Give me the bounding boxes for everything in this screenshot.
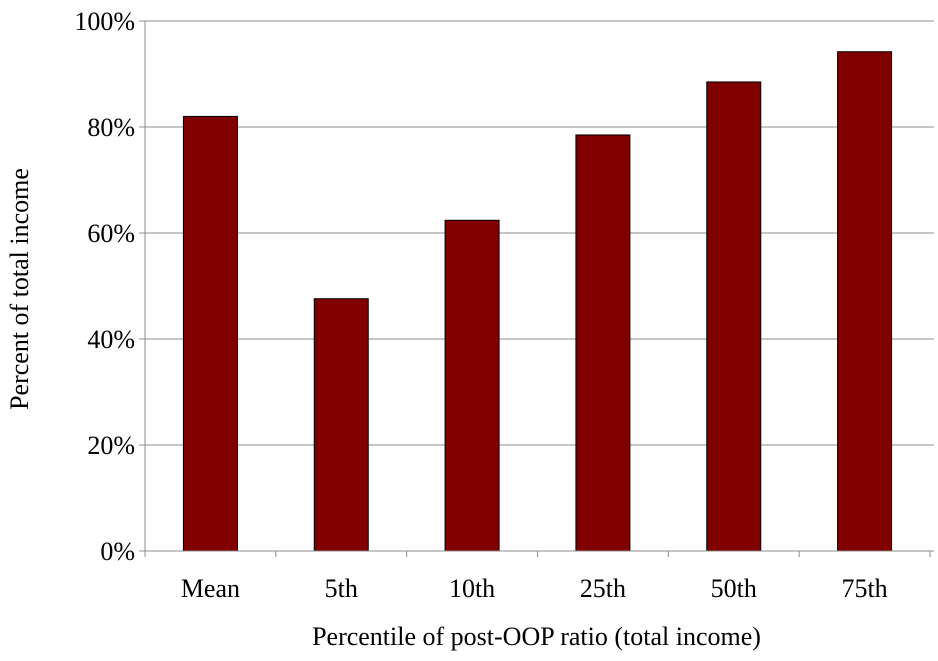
x-tick-label: Mean xyxy=(181,574,240,603)
y-tick-label: 100% xyxy=(74,7,135,36)
x-tick-label: 75th xyxy=(841,574,887,603)
y-tick-label: 60% xyxy=(87,219,135,248)
y-tick-label: 20% xyxy=(87,431,135,460)
x-axis-title: Percentile of post-OOP ratio (total inco… xyxy=(312,622,761,651)
gridlines xyxy=(145,20,934,446)
axes xyxy=(139,20,934,557)
y-tick-labels: 0% 20% 40% 60% 80% 100% xyxy=(74,7,135,566)
x-tick-label: 10th xyxy=(449,574,495,603)
y-tick-label: 40% xyxy=(87,325,135,354)
x-tick-labels: Mean 5th 10th 25th 50th 75th xyxy=(181,574,888,603)
bar-25th xyxy=(575,134,631,552)
bar-mean xyxy=(182,115,238,552)
x-tick-label: 50th xyxy=(711,574,757,603)
y-axis-title: Percent of total income xyxy=(5,168,34,410)
bar-75th xyxy=(837,51,893,552)
bar-50th xyxy=(706,81,762,552)
x-tick-label: 5th xyxy=(325,574,358,603)
x-tick-label: 25th xyxy=(580,574,626,603)
bars xyxy=(182,51,893,552)
bar-5th xyxy=(313,298,369,552)
y-tick-label: 80% xyxy=(87,113,135,142)
y-tick-label: 0% xyxy=(100,537,135,566)
bar-10th xyxy=(444,219,500,552)
